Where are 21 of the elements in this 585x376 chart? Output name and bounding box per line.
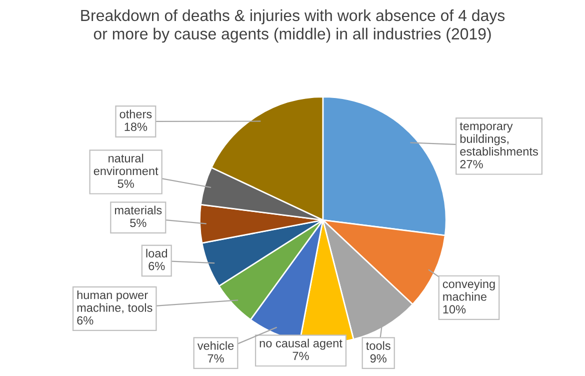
chart-title: Breakdown of deaths & injuries with work absence of 4 days or more by cause agents (middle) in all industries (2019)	[81, 9, 505, 43]
data-label: 6%	[77, 316, 94, 325]
slice-label: conveying machine	[442, 279, 495, 301]
data-label: 7%	[292, 352, 309, 360]
slice-label: tools	[366, 341, 390, 350]
data-label: 5%	[118, 180, 134, 188]
slice-label: temporary buildings, establishments	[460, 122, 538, 156]
data-label: 10%	[443, 305, 466, 314]
slice-label: no causal agent	[260, 338, 342, 350]
data-label: 9%	[370, 354, 386, 363]
slice-label: materials	[114, 206, 162, 214]
slice-label: load	[146, 248, 168, 258]
data-label: 18%	[124, 122, 148, 132]
slice-label: vehicle	[197, 341, 234, 350]
data-label: 7%	[208, 354, 224, 363]
slice-label: natural environment	[94, 154, 158, 176]
slice-label: human power machine, tools	[77, 290, 152, 314]
data-label: 27%	[460, 160, 483, 168]
slice-label: others	[120, 110, 152, 118]
data-label: 5%	[130, 218, 146, 228]
data-label: 6%	[148, 262, 165, 270]
